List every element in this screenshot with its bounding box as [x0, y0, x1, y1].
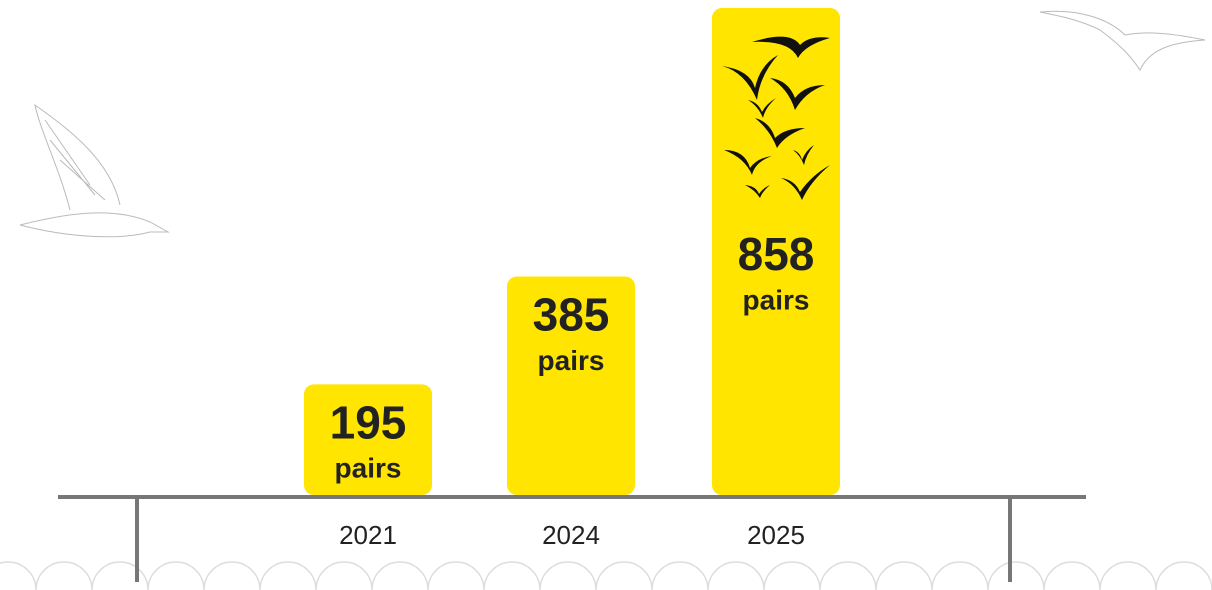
x-tick-label: 2025 [747, 520, 805, 550]
unit-label: pairs [743, 284, 810, 315]
gull-sketch-right [1040, 11, 1205, 70]
x-tick-label: 2021 [339, 520, 397, 550]
value-label: 858 [738, 228, 815, 280]
chart: 195 pairs 2021 385 pairs 2024 858 pairs 2025 [0, 0, 1212, 590]
bars: 195 pairs 2021 385 pairs 2024 858 pairs 2025 [304, 8, 840, 550]
x-tick-label: 2024 [542, 520, 600, 550]
unit-label: pairs [538, 345, 605, 376]
unit-label: pairs [335, 453, 402, 484]
page: 195pairs2021385pairs2024858pairs2025 (()… [0, 0, 1212, 590]
gull-sketch-left [20, 105, 168, 237]
wave [0, 562, 1212, 590]
value-label: 195 [330, 396, 407, 448]
waves [0, 562, 1212, 590]
value-label: 385 [533, 289, 610, 341]
